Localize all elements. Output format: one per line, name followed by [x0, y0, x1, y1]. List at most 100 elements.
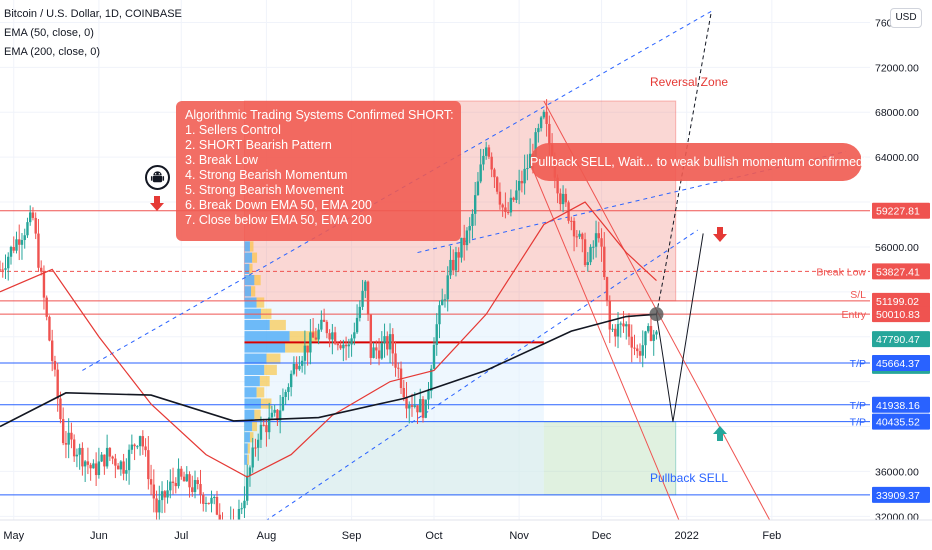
- candle-body: [48, 316, 51, 341]
- time-tick-label: Nov: [509, 530, 529, 542]
- candle-body: [380, 343, 383, 359]
- time-tick-label: Jul: [174, 530, 188, 542]
- android-robot-icon: [145, 165, 170, 190]
- ema50-legend: EMA (50, close, 0): [4, 27, 94, 39]
- volume-profile-bar: [264, 364, 277, 376]
- volume-profile-bar: [244, 454, 248, 465]
- candle-body: [482, 155, 485, 165]
- volume-profile-bar: [256, 297, 265, 308]
- candle-body: [603, 246, 606, 278]
- candle-body: [366, 281, 370, 315]
- volume-profile-bar: [244, 286, 252, 297]
- candle-body: [40, 267, 43, 272]
- signal-line: 5. Strong Bearish Movement: [185, 183, 344, 197]
- volume-profile-bar: [244, 364, 265, 376]
- candle-body: [325, 321, 329, 334]
- level-label: Break Low: [816, 266, 866, 278]
- candle-body: [545, 111, 548, 124]
- volume-profile-bar: [266, 353, 281, 364]
- candle-body: [391, 334, 394, 354]
- arrow-up-icon: [713, 426, 727, 441]
- candle-body: [644, 331, 647, 346]
- volume-profile-bar: [244, 420, 253, 432]
- candle-body: [589, 246, 592, 263]
- price-label-box: [872, 413, 930, 430]
- projection-path: [655, 233, 704, 422]
- candle-body: [163, 491, 167, 498]
- candle-body: [457, 252, 460, 258]
- candle-body: [638, 351, 642, 356]
- candle-body: [287, 387, 290, 393]
- candle-body: [34, 217, 37, 234]
- candle-body: [611, 328, 614, 330]
- time-tick-label: 2022: [674, 530, 698, 542]
- candle-body: [61, 419, 65, 444]
- candle-body: [636, 348, 639, 352]
- candle-body: [369, 314, 373, 358]
- candle-body: [509, 197, 513, 213]
- candle-body: [67, 432, 70, 445]
- volume-profile-bar: [244, 398, 261, 409]
- candle-body: [191, 487, 194, 493]
- volume-profile-bar: [244, 241, 250, 252]
- volume-profile-bar: [244, 387, 257, 398]
- price-label-value: 40435.52: [876, 417, 920, 429]
- time-tick-label: Feb: [762, 530, 781, 542]
- candle-body: [149, 479, 153, 485]
- candle-body: [23, 235, 26, 241]
- candle-body: [166, 490, 169, 498]
- candle-body: [182, 476, 186, 482]
- candle-body: [119, 461, 123, 470]
- candle-body: [586, 262, 590, 266]
- candle-body: [471, 213, 474, 226]
- candle-body: [114, 458, 117, 466]
- candle-body: [155, 498, 158, 513]
- time-tick-label: Jun: [90, 530, 108, 542]
- volume-profile-bar: [254, 275, 261, 286]
- price-label-box: [872, 396, 930, 413]
- candle-body: [479, 164, 482, 182]
- candle-body: [419, 399, 422, 413]
- signal-line: 3. Break Low: [185, 153, 258, 167]
- price-label-box: [872, 354, 930, 371]
- bullish-scenario-path: [655, 11, 712, 315]
- volume-profile-bar: [252, 420, 258, 432]
- candle-body: [133, 444, 136, 447]
- candle-body: [276, 409, 279, 421]
- candle-body: [517, 180, 521, 191]
- projection-area: [244, 300, 544, 495]
- candle-body: [4, 268, 7, 270]
- entry-marker: [649, 307, 664, 322]
- candle-body: [388, 334, 392, 350]
- candle-body: [125, 470, 128, 474]
- candle-body: [449, 259, 452, 276]
- trendline: [417, 151, 847, 254]
- candle-body: [605, 277, 609, 301]
- candle-body: [350, 338, 353, 345]
- candle-body: [375, 347, 378, 351]
- candle-body: [251, 447, 254, 468]
- price-label-value: 50010.83: [876, 309, 920, 321]
- currency-button[interactable]: USD: [890, 8, 922, 28]
- signal-line: 1. Sellers Control: [185, 123, 281, 137]
- arrow-down-icon: [150, 196, 164, 211]
- volume-profile-bar: [244, 409, 255, 420]
- candle-body: [26, 222, 29, 236]
- candle-body: [441, 299, 444, 306]
- candle-body: [213, 497, 216, 499]
- candle-body: [355, 317, 359, 333]
- candle-body: [322, 319, 326, 322]
- candle-body: [473, 195, 477, 214]
- candle-body: [160, 491, 164, 501]
- candle-body: [512, 197, 515, 200]
- candle-body: [630, 336, 633, 348]
- candle-body: [320, 319, 323, 330]
- candle-body: [570, 220, 573, 222]
- candle-body: [169, 481, 172, 491]
- candle-body: [243, 500, 246, 509]
- candle-body: [174, 482, 177, 487]
- candle-body: [18, 239, 21, 245]
- candle-body: [468, 225, 471, 231]
- candle-body: [526, 168, 529, 170]
